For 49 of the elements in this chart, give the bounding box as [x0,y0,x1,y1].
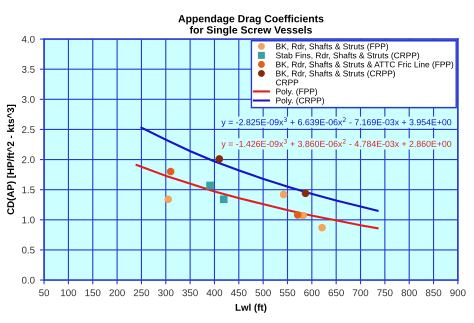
x-tick-label: 800 [402,289,417,296]
point [164,196,172,204]
x-tick-label: 350 [182,289,198,296]
y-tick-label: 4.0 [22,36,35,43]
x-tick-label: 400 [206,289,222,296]
text: CRPP [276,80,298,86]
point [206,182,214,190]
legend-label: Poly. (CRPP) [276,97,324,106]
legend-label: BK, Rdr, Shafts & Struts (CRPP) [276,70,396,78]
point [318,224,326,232]
annotation: y = -1.426E-09x$^{3}$ + 3.860E-06x$^{2}$ - 4.784E-03x + 2.860E+00 [221,139,452,149]
y-tick-label: 1.0 [22,216,35,224]
y-tick-label: 3.0 [22,96,35,103]
x-tick-label: 300 [158,289,174,296]
x-tick-label: 650 [328,289,344,296]
point [294,211,302,219]
y-tick-label: 1.5 [22,186,35,194]
chart-title: Appendage Drag Coefficients for Single Screw Vessels [178,14,324,36]
legend-label: Stab Fins, Rdr, Shafts & Struts (CRPP) [276,52,420,60]
x-tick-label: 900 [450,289,466,296]
x-axis-title: Lwl (ft) [236,304,266,313]
y-tick-label: 2.5 [22,126,35,134]
x-tick-label: 450 [230,289,247,296]
y-tick-label: 2.0 [22,156,35,164]
x-tick-label: 500 [255,289,271,296]
legend-label: BK, Rdr, Shafts & Struts & ATTC Fric Line (FPP) [276,61,454,70]
x-tick-label: 200 [109,289,125,296]
legend-label: Poly. (FPP) [276,88,318,96]
point [216,155,224,163]
x-tick-label: 250 [134,289,150,296]
y-tick-label: 3.5 [22,66,35,73]
point [220,196,228,204]
x-tick-label: 150 [85,289,100,296]
x-tick-label: 100 [61,289,76,296]
annotation: y = -2.825E-09x$^{3}$ + 6.639E-06x$^{2}$ - 7.169E-03x + 3.954E+00 [221,117,452,128]
x-tick-label: 600 [304,289,320,296]
x-tick-label: 550 [280,289,296,296]
x-tick-label: 700 [352,289,368,296]
y-tick-label: 0.5 [22,246,35,254]
point [280,190,288,198]
line-series [136,164,379,230]
legend-label: BK, Rdr, Shafts & Struts (FPP) [276,43,388,52]
x-tick-label: 850 [426,289,442,296]
x-tick-label: 50 [39,289,50,296]
y-tick-label: 0.0 [22,276,35,284]
point [302,189,310,198]
point [166,168,174,176]
y-axis-title: CD(AP) [HP/ft^2 - kts^3] [6,104,16,215]
x-tick-label: 750 [377,289,393,296]
